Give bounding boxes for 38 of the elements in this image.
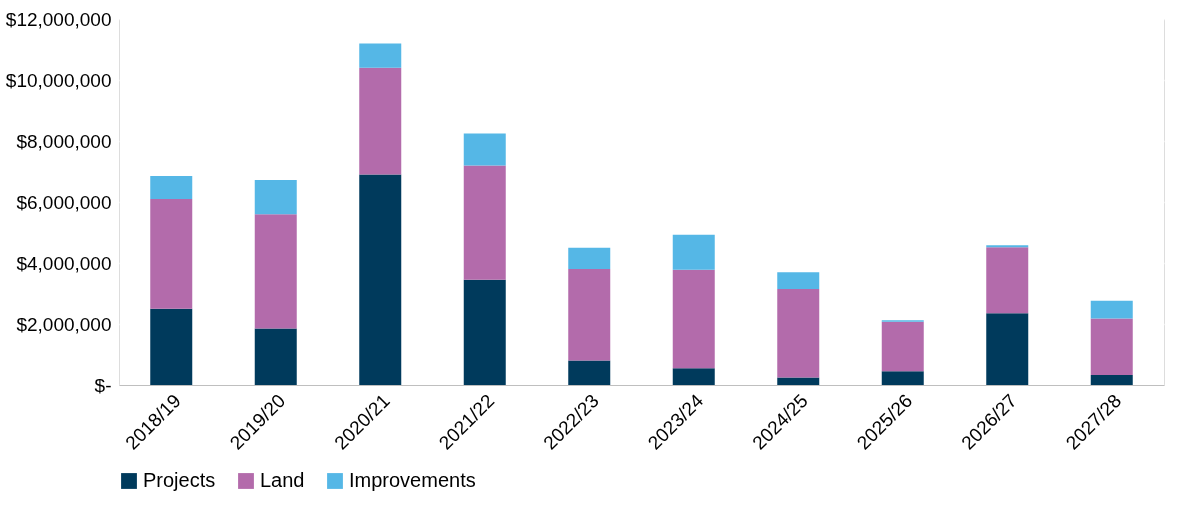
y-tick-label: $8,000,000 bbox=[16, 130, 112, 152]
bar bbox=[777, 377, 820, 385]
bar bbox=[254, 328, 297, 385]
bar bbox=[986, 247, 1029, 314]
bar bbox=[254, 180, 297, 215]
bar bbox=[568, 269, 611, 361]
y-tick-label: $4,000,000 bbox=[16, 252, 112, 274]
y-tick-label: $2,000,000 bbox=[16, 313, 112, 335]
bar bbox=[777, 272, 820, 289]
bar bbox=[359, 67, 402, 175]
bar bbox=[986, 313, 1029, 385]
bar bbox=[568, 360, 611, 385]
bar bbox=[777, 288, 820, 378]
bar bbox=[359, 43, 402, 68]
bar bbox=[672, 368, 715, 385]
bar bbox=[672, 234, 715, 270]
bar bbox=[359, 174, 402, 385]
y-tick-label: $10,000,000 bbox=[5, 69, 112, 91]
bar bbox=[1090, 318, 1133, 375]
bar bbox=[1090, 300, 1133, 319]
y-tick-label: $- bbox=[94, 374, 112, 396]
y-tick-label: $6,000,000 bbox=[16, 191, 112, 213]
bar bbox=[463, 165, 506, 280]
bar bbox=[150, 198, 193, 309]
bar bbox=[463, 133, 506, 166]
bar bbox=[254, 214, 297, 329]
bar bbox=[150, 176, 193, 199]
legend-label: Land bbox=[260, 469, 305, 491]
bar bbox=[568, 247, 611, 270]
bar bbox=[881, 371, 924, 385]
legend-label: Improvements bbox=[349, 469, 476, 491]
y-tick-label: $12,000,000 bbox=[5, 8, 112, 30]
bar bbox=[1090, 374, 1133, 385]
bar bbox=[463, 279, 506, 385]
bar bbox=[672, 269, 715, 369]
bar bbox=[150, 308, 193, 385]
legend-label: Projects bbox=[143, 469, 216, 491]
bar bbox=[881, 321, 924, 372]
